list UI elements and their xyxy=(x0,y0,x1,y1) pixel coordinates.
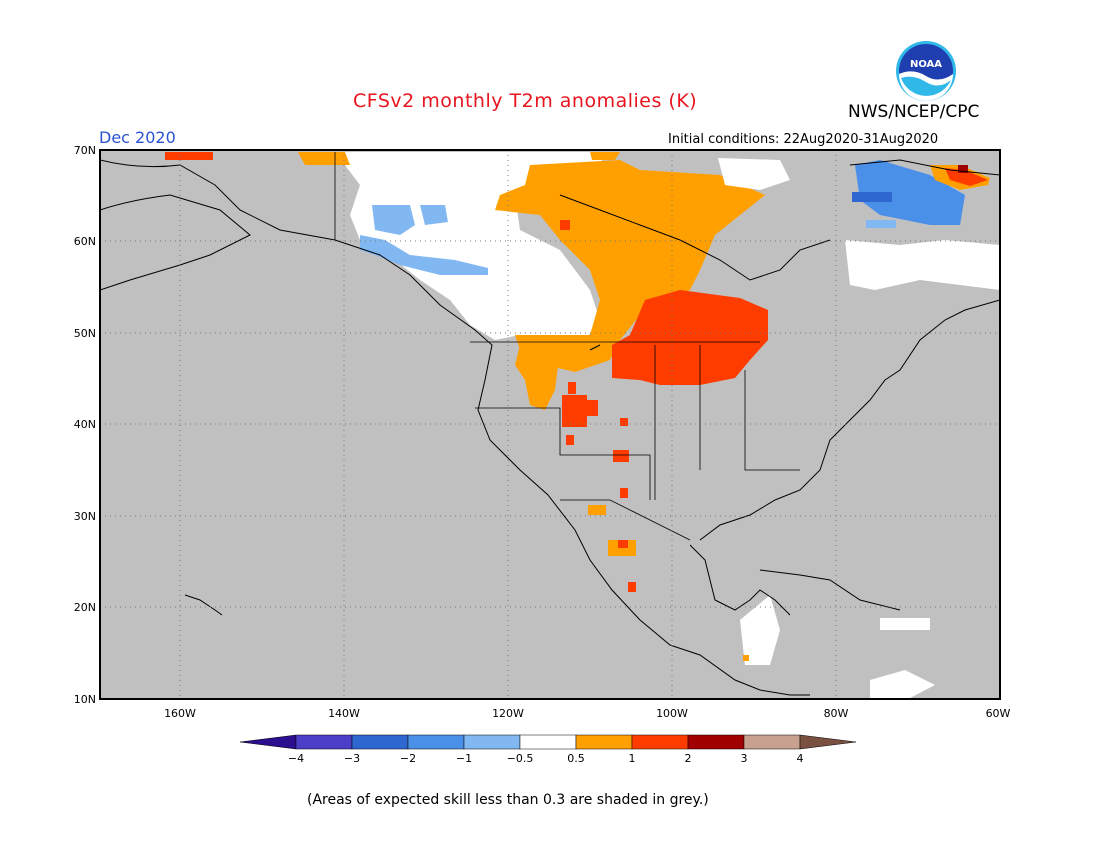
colorbar-box xyxy=(407,734,465,750)
strong-warm-patch xyxy=(560,220,570,230)
cool-anomaly-patch xyxy=(372,205,415,235)
strong-warm-patch xyxy=(945,168,988,186)
colorbar-tick-label: −2 xyxy=(400,752,416,765)
skill-footnote: (Areas of expected skill less than 0.3 a… xyxy=(307,792,709,808)
cool-anomaly-patch xyxy=(360,235,488,275)
strong-warm-patch xyxy=(620,418,628,426)
colorbar-box xyxy=(295,734,353,750)
colorbar-tick-label: 4 xyxy=(797,752,804,765)
strong-cool-patch xyxy=(852,192,892,202)
coastlines xyxy=(100,159,1000,696)
strong-warm-patch xyxy=(568,382,576,394)
lat-label: 20N xyxy=(74,601,96,614)
anomaly-fields xyxy=(165,152,1000,698)
very-strong-warm-patch xyxy=(958,165,968,173)
noaa-logo: NOAA xyxy=(896,41,956,101)
cool-anomaly-region xyxy=(855,160,965,225)
lon-label: 140W xyxy=(328,707,360,720)
cool-anomaly-patch xyxy=(866,220,896,228)
map-title: CFSv2 monthly T2m anomalies (K) xyxy=(353,90,698,112)
near-normal-region xyxy=(718,158,790,190)
warm-anomaly-patch xyxy=(590,152,620,160)
lon-label: 100W xyxy=(656,707,688,720)
strong-warm-patch xyxy=(628,582,636,592)
colorbar-box xyxy=(463,734,521,750)
lon-label: 120W xyxy=(492,707,524,720)
warm-anomaly-patch xyxy=(743,655,749,661)
forecast-period: Dec 2020 xyxy=(99,128,176,147)
lat-label: 30N xyxy=(74,510,96,523)
lon-label: 160W xyxy=(164,707,196,720)
lat-label: 50N xyxy=(74,327,96,340)
cool-anomaly-patch xyxy=(420,205,448,225)
strong-warm-patch xyxy=(620,488,628,498)
colorbar-box xyxy=(351,734,409,750)
colorbar-tick-label: 2 xyxy=(685,752,692,765)
strong-warm-patch xyxy=(618,540,628,548)
axis-labels: 70N 60N 50N 40N 30N 20N 10N 160W 140W 12… xyxy=(74,144,1011,720)
lat-label: 60N xyxy=(74,235,96,248)
initial-conditions: Initial conditions: 22Aug2020-31Aug2020 xyxy=(668,132,939,147)
strong-warm-patch xyxy=(613,450,629,462)
colorbar-box xyxy=(687,734,745,750)
near-normal-region xyxy=(880,618,930,630)
lat-label: 10N xyxy=(74,693,96,706)
lat-label: 70N xyxy=(74,144,96,157)
strong-warm-patch xyxy=(566,435,574,445)
colorbar-box xyxy=(519,734,577,750)
near-normal-region xyxy=(335,152,610,340)
colorbar-tick-label: 0.5 xyxy=(567,752,585,765)
strong-warm-patch xyxy=(165,152,213,160)
political-borders xyxy=(334,152,800,541)
colorbar-tick-label: 1 xyxy=(629,752,636,765)
lon-label: 80W xyxy=(824,707,849,720)
colorbar-box xyxy=(575,734,633,750)
strong-warm-patch xyxy=(586,400,598,416)
colorbar-box xyxy=(631,734,689,750)
warm-anomaly-patch xyxy=(588,505,606,515)
colorbar-arrow-high xyxy=(799,734,857,750)
strong-warm-patch xyxy=(562,395,587,427)
colorbar-tick-label: −0.5 xyxy=(507,752,534,765)
colorbar-tick-label: −1 xyxy=(456,752,472,765)
color-scale: −4 −3 −2 −1 −0.5 0.5 1 2 3 4 xyxy=(239,734,857,765)
strong-warm-region xyxy=(612,290,768,385)
warm-anomaly-region xyxy=(495,160,765,372)
noaa-logo-text: NOAA xyxy=(910,59,942,70)
agency-label: NWS/NCEP/CPC xyxy=(848,102,980,122)
colorbar-tick-label: 3 xyxy=(741,752,748,765)
warm-anomaly-patch xyxy=(515,345,560,410)
grid-lines xyxy=(100,150,1000,699)
map-frame xyxy=(99,149,1001,700)
warm-anomaly-patch xyxy=(298,152,350,165)
colorbar-arrow-low xyxy=(239,734,297,750)
colorbar-box xyxy=(743,734,801,750)
lat-label: 40N xyxy=(74,418,96,431)
near-normal-region xyxy=(870,670,935,698)
colorbar-tick-label: −3 xyxy=(344,752,360,765)
near-normal-region xyxy=(845,240,1000,290)
colorbar-tick-label: −4 xyxy=(288,752,304,765)
lon-label: 60W xyxy=(986,707,1011,720)
near-normal-region xyxy=(740,595,780,665)
anomaly-map: 70N 60N 50N 40N 30N 20N 10N 160W 140W 12… xyxy=(74,144,1011,720)
